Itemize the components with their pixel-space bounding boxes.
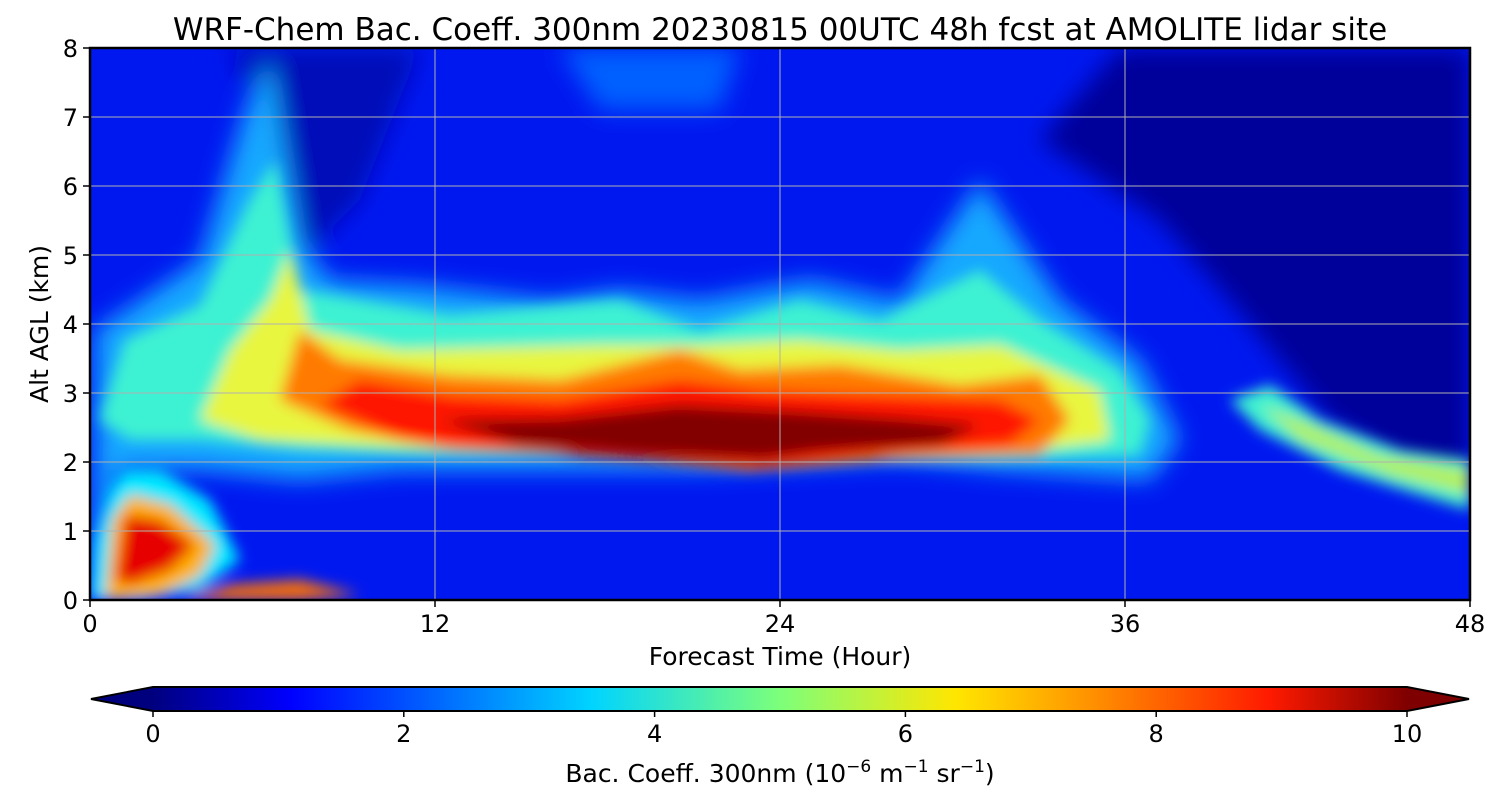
- y-tick-label: 5: [63, 242, 78, 270]
- near-surface-streak: [180, 580, 360, 600]
- upper-light-patch: [560, 48, 740, 110]
- colorbar-label-mid: m: [871, 759, 903, 788]
- colorbar-gradient: [153, 687, 1407, 711]
- colorbar-label-mid2: sr: [929, 759, 961, 788]
- x-tick-label: 48: [1455, 610, 1486, 638]
- y-tick-label: 0: [63, 587, 78, 615]
- colorbar: 0 2 4 6 8 10 Bac. Coeff. 300nm (10−6 m−1 sr−1…: [90, 686, 1470, 788]
- colorbar-label-main: Bac. Coeff. 300nm (10: [565, 759, 846, 788]
- y-tick-label: 2: [63, 449, 78, 477]
- colorbar-tick-label: 6: [898, 720, 913, 748]
- colorbar-tick-label: 0: [145, 720, 160, 748]
- y-tick-label: 1: [63, 518, 78, 546]
- colorbar-extend-max: [1407, 687, 1469, 711]
- x-axis-label: Forecast Time (Hour): [649, 642, 912, 671]
- colorbar-label-end: ): [985, 759, 995, 788]
- y-axis-label: Alt AGL (km): [25, 245, 54, 403]
- x-tick-label: 0: [82, 610, 97, 638]
- colorbar-ticks: 0 2 4 6 8 10: [145, 711, 1422, 748]
- colorbar-tick-label: 2: [396, 720, 411, 748]
- y-tick-label: 6: [63, 173, 78, 201]
- aerosol-layer-core: [440, 405, 980, 460]
- colorbar-label: Bac. Coeff. 300nm (10−6 m−1 sr−1): [565, 757, 994, 788]
- colorbar-label-exp3: −1: [960, 757, 985, 777]
- late-layer-core: [1260, 405, 1470, 495]
- colorbar-extend-min: [91, 687, 153, 711]
- x-tick-label: 12: [420, 610, 451, 638]
- x-tick-label: 24: [765, 610, 796, 638]
- y-tick-label: 8: [63, 35, 78, 63]
- chart-title: WRF-Chem Bac. Coeff. 300nm 20230815 00UT…: [173, 12, 1387, 48]
- y-axis-ticks: 0 1 2 3 4 5 6 7 8: [63, 35, 90, 615]
- colorbar-tick-label: 8: [1149, 720, 1164, 748]
- x-axis-ticks: 0 12 24 36 48: [82, 600, 1485, 638]
- surface-plume-core: [115, 515, 195, 585]
- y-tick-label: 3: [63, 380, 78, 408]
- upper-dark-region-right: [1040, 48, 1470, 500]
- y-tick-label: 7: [63, 104, 78, 132]
- colorbar-label-exp1: −6: [846, 757, 871, 777]
- colorbar-tick-label: 10: [1392, 720, 1423, 748]
- y-tick-label: 4: [63, 311, 78, 339]
- upper-dark-region-left: [90, 48, 420, 260]
- colorbar-label-exp2: −1: [904, 757, 929, 777]
- x-tick-label: 36: [1110, 610, 1141, 638]
- colorbar-tick-label: 4: [647, 720, 662, 748]
